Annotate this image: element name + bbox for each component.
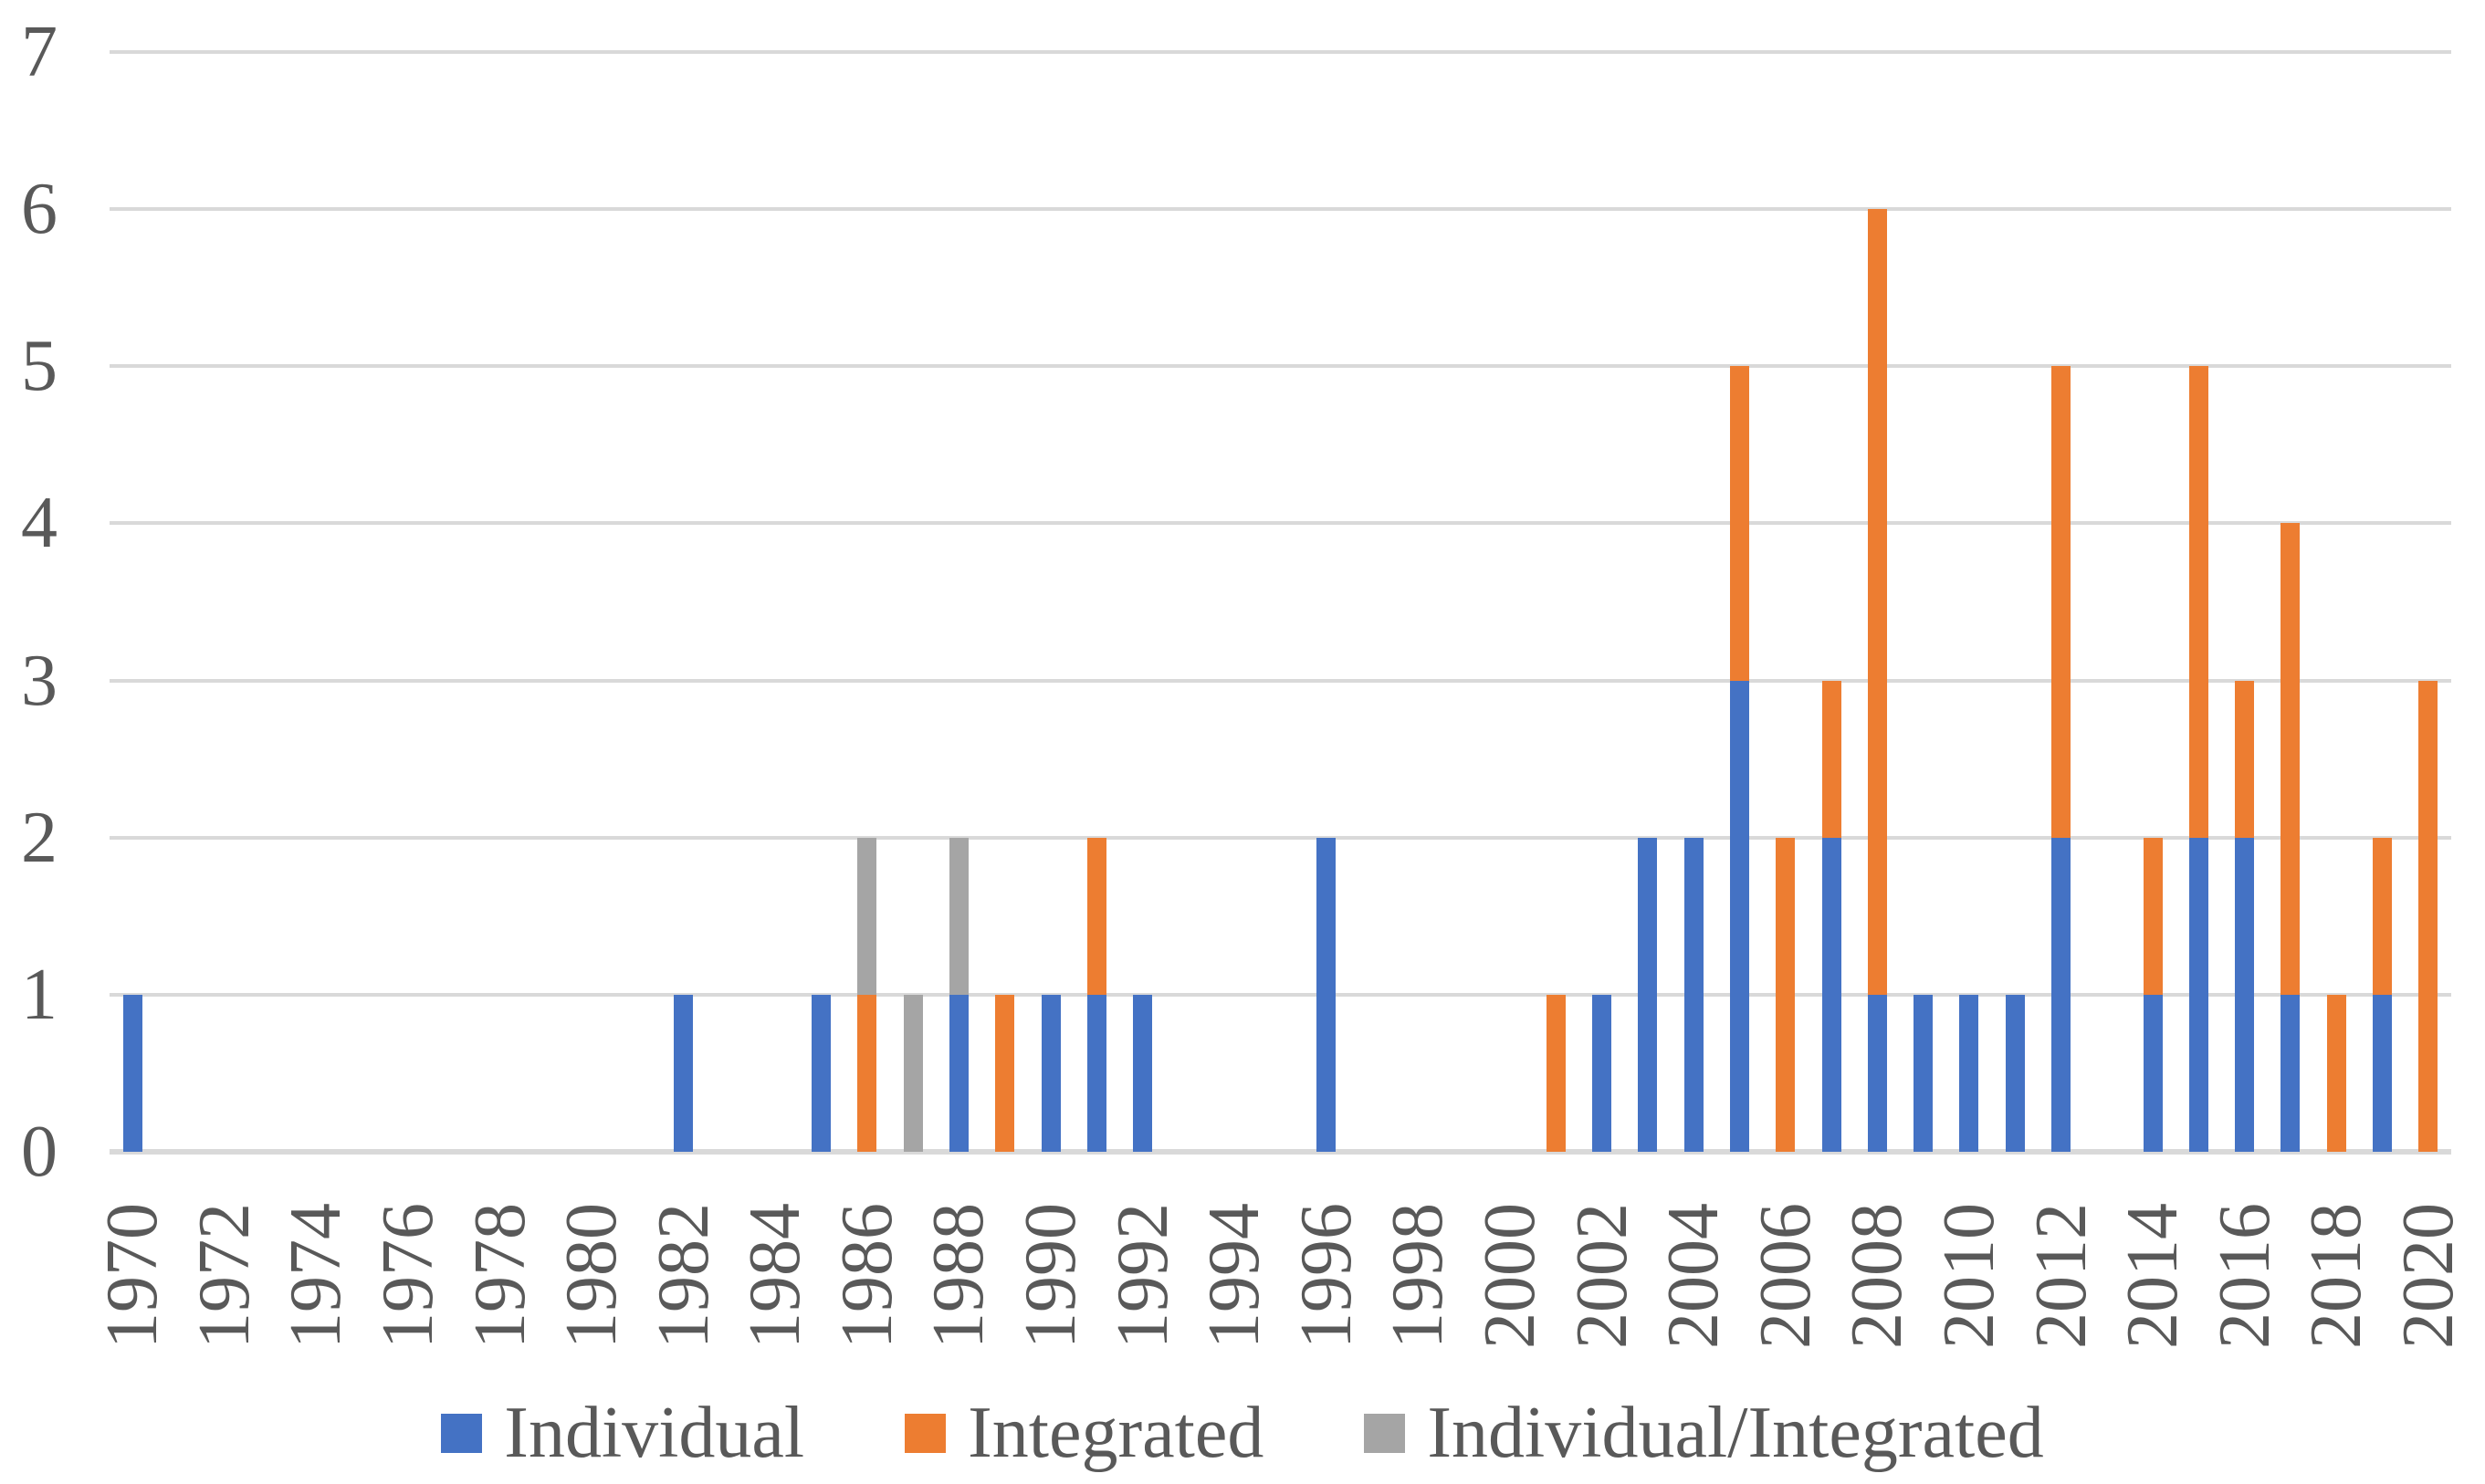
bar-segment-2005 — [1729, 680, 1749, 1152]
x-axis-tick-label: 2014 — [2113, 1203, 2194, 1349]
legend-label-integrated: Integrated — [968, 1393, 1264, 1473]
x-axis-tick-label: 2004 — [1653, 1203, 1735, 1349]
x-axis-tick-label: 2018 — [2296, 1203, 2377, 1349]
y-axis-tick-label: 7 — [21, 12, 58, 92]
bar-segment-2012 — [2051, 366, 2071, 838]
x-axis-tick-label: 2016 — [2204, 1203, 2285, 1349]
legend: Individual Integrated Individual/Integra… — [0, 1383, 2485, 1483]
bar-segment-2005 — [1729, 366, 1749, 681]
x-axis-tick-label: 1978 — [459, 1203, 540, 1349]
bar-segment-2018 — [2326, 994, 2346, 1152]
individual-series-swatch-icon — [441, 1413, 483, 1453]
x-axis-tick-label: 1986 — [826, 1203, 907, 1349]
bar-segment-2004 — [1683, 837, 1704, 1152]
gridline — [110, 678, 2451, 683]
bar-segment-1991 — [1086, 837, 1106, 995]
bar-segment-2011 — [2005, 994, 2025, 1152]
bar-segment-1988 — [949, 837, 969, 995]
x-axis-tick-label: 1990 — [1011, 1203, 1092, 1349]
bar-segment-2009 — [1914, 994, 1934, 1152]
x-axis-tick-label: 1998 — [1378, 1203, 1459, 1349]
integrated-series-swatch-icon — [905, 1413, 947, 1453]
y-axis-tick-label: 6 — [21, 169, 58, 250]
y-axis-tick-label: 5 — [21, 326, 58, 407]
bar-segment-2008 — [1867, 209, 1887, 995]
bar-segment-2017 — [2281, 523, 2301, 995]
bar-segment-2014 — [2143, 837, 2163, 995]
x-axis-tick-label: 1996 — [1285, 1203, 1367, 1349]
bar-segment-2020 — [2418, 680, 2438, 1152]
y-axis-tick-label: 0 — [21, 1112, 58, 1192]
bar-segment-2003 — [1638, 837, 1658, 1152]
gridline — [110, 992, 2451, 997]
bar-segment-1989 — [995, 994, 1015, 1152]
y-axis-tick-label: 3 — [21, 640, 58, 721]
bar-segment-1988 — [949, 994, 969, 1152]
bar-segment-2015 — [2188, 837, 2208, 1152]
bar-segment-2002 — [1592, 994, 1612, 1152]
x-axis-tick-label: 2010 — [1928, 1203, 2009, 1349]
bar-segment-2019 — [2373, 994, 2393, 1152]
bar-segment-1987 — [903, 994, 923, 1152]
y-axis-tick-label: 1 — [21, 954, 58, 1035]
bar-segment-2007 — [1821, 680, 1841, 838]
gridline — [110, 364, 2451, 369]
bar-segment-1982 — [674, 994, 694, 1152]
x-axis-tick-label: 2012 — [2020, 1203, 2102, 1349]
x-axis-tick-label: 1980 — [551, 1203, 633, 1349]
legend-item-integrated: Integrated — [905, 1387, 1263, 1479]
gridline — [110, 207, 2451, 212]
bar-segment-1992 — [1133, 994, 1153, 1152]
x-axis-tick-label: 1976 — [367, 1203, 448, 1349]
x-axis-tick-label: 2006 — [1745, 1203, 1826, 1349]
x-axis-tick-label: 1974 — [276, 1203, 357, 1349]
x-axis-tick-label: 1988 — [918, 1203, 1000, 1349]
gridline — [110, 521, 2451, 526]
bar-segment-1986 — [857, 994, 877, 1152]
y-axis-tick-label: 2 — [21, 797, 58, 878]
x-axis-tick-label: 1992 — [1102, 1203, 1183, 1349]
bar-segment-2010 — [1959, 994, 1979, 1152]
bar-segment-1996 — [1316, 837, 1337, 1152]
bar-segment-1970 — [122, 994, 142, 1152]
bar-segment-1986 — [857, 837, 877, 995]
bar-segment-2001 — [1546, 994, 1566, 1152]
x-axis-tick-label: 2000 — [1469, 1203, 1550, 1349]
bar-segment-2015 — [2188, 366, 2208, 838]
bar-segment-2014 — [2143, 994, 2163, 1152]
bar-segment-1991 — [1086, 994, 1106, 1152]
gridline — [110, 50, 2451, 54]
legend-label-individual-integrated: Individual/Integrated — [1427, 1393, 2044, 1473]
bar-segment-2019 — [2373, 837, 2393, 995]
bar-segment-2012 — [2051, 837, 2071, 1152]
bar-segment-2016 — [2235, 680, 2255, 838]
legend-item-individual-integrated: Individual/Integrated — [1364, 1387, 2044, 1479]
gridline — [110, 835, 2451, 840]
bar-segment-1990 — [1041, 994, 1061, 1152]
x-axis-tick-label: 1972 — [183, 1203, 265, 1349]
bar-segment-2016 — [2235, 837, 2255, 1152]
y-axis-tick-label: 4 — [21, 483, 58, 564]
legend-label-individual: Individual — [504, 1393, 805, 1473]
individual-integrated-series-swatch-icon — [1364, 1413, 1406, 1453]
gridline — [110, 1149, 2451, 1155]
x-axis-tick-label: 1994 — [1194, 1203, 1275, 1349]
x-axis-tick-label: 2020 — [2387, 1203, 2469, 1349]
bar-segment-1985 — [812, 994, 832, 1152]
x-axis-tick-label: 1970 — [92, 1203, 173, 1349]
x-axis-tick-label: 1982 — [643, 1203, 724, 1349]
x-axis-tick-label: 1984 — [735, 1203, 816, 1349]
bar-segment-2008 — [1867, 994, 1887, 1152]
legend-item-individual: Individual — [441, 1387, 804, 1479]
x-axis-tick-label: 2002 — [1561, 1203, 1642, 1349]
bar-segment-2006 — [1776, 837, 1796, 1152]
bar-segment-2017 — [2281, 994, 2301, 1152]
x-axis-tick-label: 2008 — [1837, 1203, 1918, 1349]
bar-segment-2007 — [1821, 837, 1841, 1152]
